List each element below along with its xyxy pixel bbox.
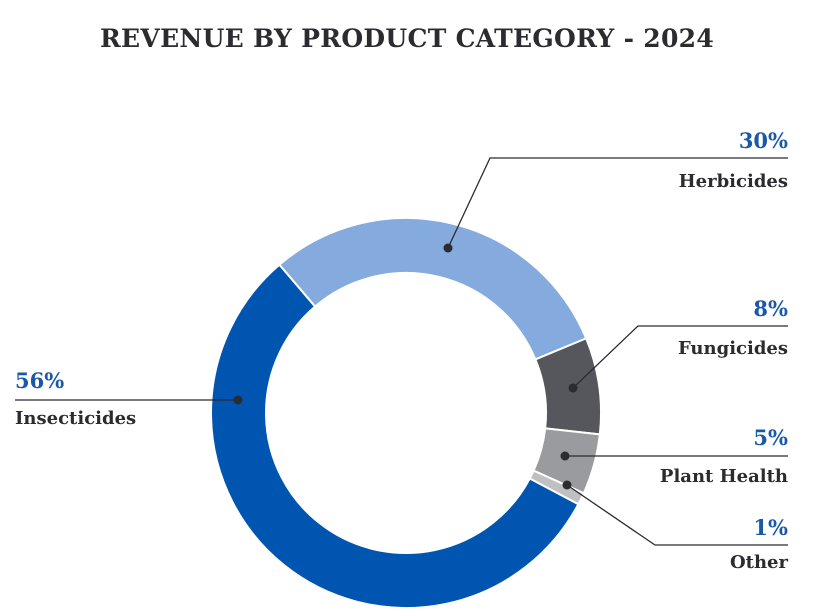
slice-herbicides [277,217,588,361]
category-label: Fungicides [678,338,788,359]
category-label: Insecticides [15,408,136,429]
leaders [15,157,788,546]
leader-line [566,484,788,546]
leader-dot [562,480,572,490]
leader-dot [443,243,453,253]
leader-dot [233,395,243,405]
chart-title: REVENUE BY PRODUCT CATEGORY - 2024 [100,24,714,53]
leader-line [447,157,788,249]
category-label: Herbicides [679,171,788,192]
value-label: 5% [753,425,788,450]
slice-insecticides [210,263,580,609]
slices [210,217,602,609]
leader-dot [560,451,570,461]
leader-line [572,325,788,389]
value-label: 30% [739,128,788,153]
category-label: Other [730,552,789,573]
value-label: 8% [753,296,788,321]
value-label: 1% [753,515,788,540]
leader-dot [568,383,578,393]
category-label: Plant Health [660,466,788,487]
value-label: 56% [15,368,64,393]
